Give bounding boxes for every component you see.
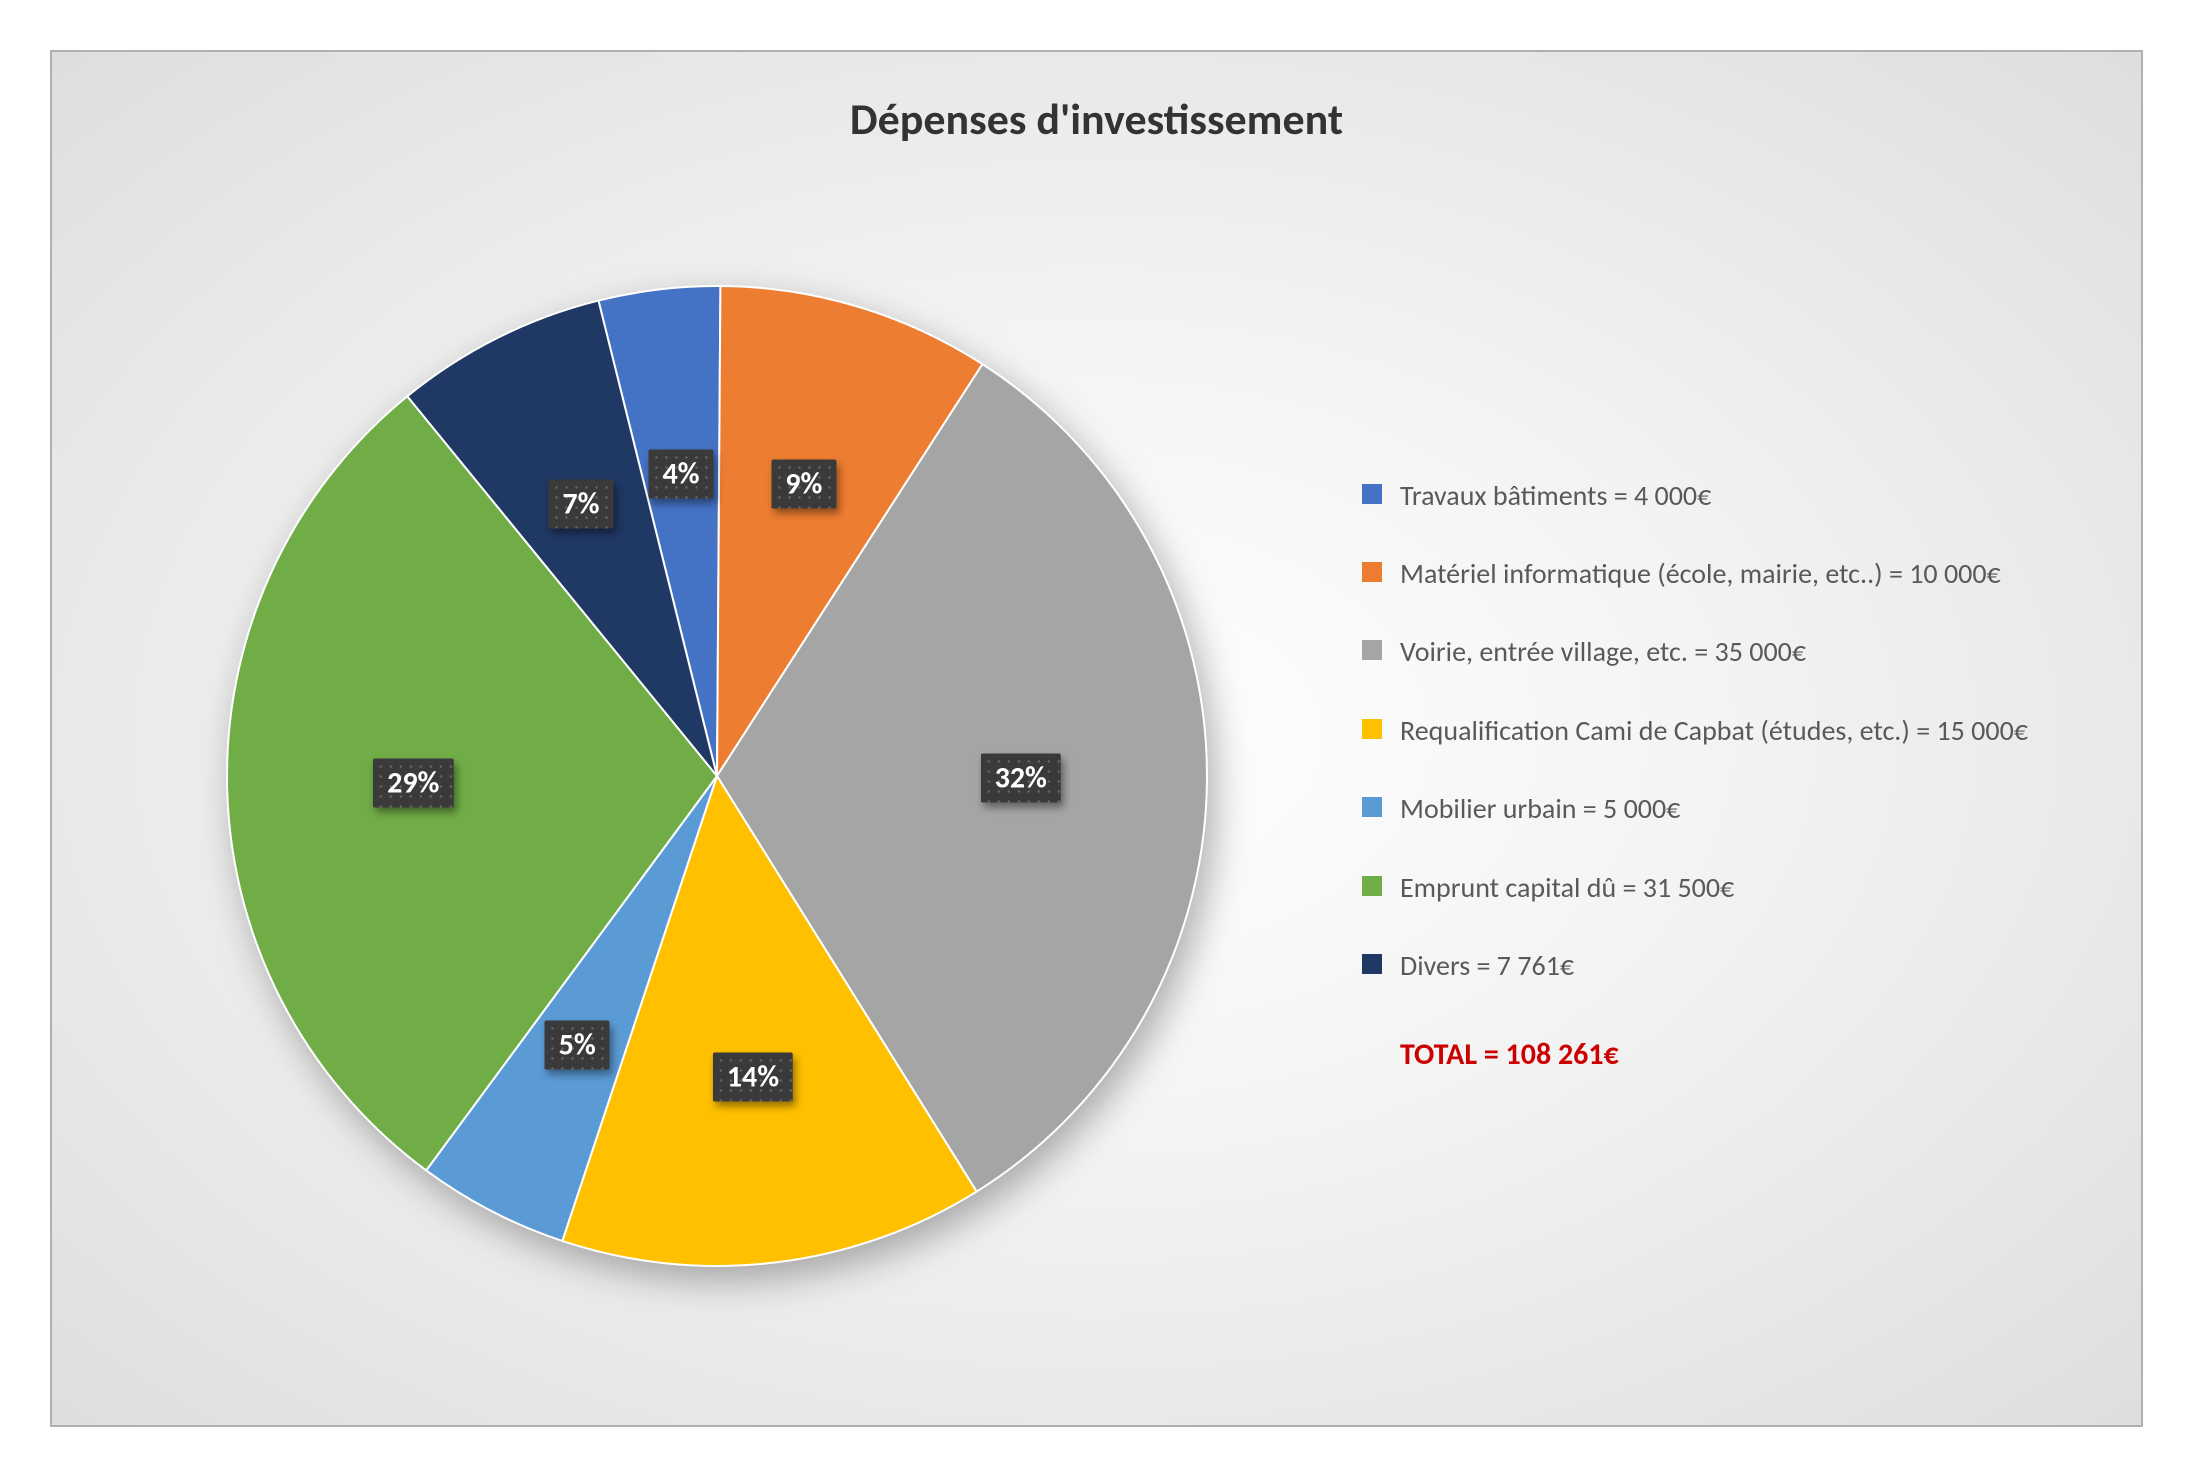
legend-item: Mobilier urbain = 5 000€ [1362, 791, 2071, 827]
legend-item: Emprunt capital dû = 31 500€ [1362, 870, 2071, 906]
chart-title: Dépenses d'investissement [102, 92, 2091, 146]
chart-outer: Dépenses d'investissement 4% 9% 32% 14% 5% 29… [0, 0, 2193, 1477]
legend: Travaux bâtiments = 4 000€ Matériel infor… [1362, 478, 2091, 1074]
pie-data-label: 9% [771, 460, 836, 509]
chart-frame: Dépenses d'investissement 4% 9% 32% 14% 5% 29… [50, 50, 2143, 1427]
pie-data-label: 4% [648, 449, 713, 498]
legend-label: Divers = 7 761€ [1400, 948, 2071, 984]
pie-chart [207, 266, 1227, 1286]
legend-swatch [1362, 797, 1382, 817]
legend-swatch [1362, 719, 1382, 739]
legend-item: Requalification Cami de Capbat (études, … [1362, 713, 2071, 749]
pie-area: 4% 9% 32% 14% 5% 29% 7% [102, 166, 1332, 1385]
legend-swatch [1362, 640, 1382, 660]
pie-data-label: 32% [981, 753, 1061, 802]
legend-label: Emprunt capital dû = 31 500€ [1400, 870, 2071, 906]
legend-swatch [1362, 562, 1382, 582]
legend-label: Matériel informatique (école, mairie, et… [1400, 556, 2071, 592]
chart-content-row: 4% 9% 32% 14% 5% 29% 7% Travaux bâtiments = 4 … [102, 166, 2091, 1385]
pie-data-label: 5% [545, 1021, 610, 1070]
total-label: TOTAL = 108 261€ [1400, 1036, 2071, 1073]
legend-swatch [1362, 484, 1382, 504]
legend-swatch [1362, 954, 1382, 974]
legend-swatch [1362, 876, 1382, 896]
legend-item: Matériel informatique (école, mairie, et… [1362, 556, 2071, 592]
legend-label: Mobilier urbain = 5 000€ [1400, 791, 2071, 827]
legend-item: Divers = 7 761€ [1362, 948, 2071, 984]
legend-item: Voirie, entrée village, etc. = 35 000€ [1362, 634, 2071, 670]
legend-label: Requalification Cami de Capbat (études, … [1400, 713, 2071, 749]
legend-label: Travaux bâtiments = 4 000€ [1400, 478, 2071, 514]
legend-item: Travaux bâtiments = 4 000€ [1362, 478, 2071, 514]
pie-data-label: 7% [548, 479, 613, 528]
pie-data-label: 29% [373, 758, 453, 807]
pie-data-label: 14% [713, 1053, 793, 1102]
legend-label: Voirie, entrée village, etc. = 35 000€ [1400, 634, 2071, 670]
